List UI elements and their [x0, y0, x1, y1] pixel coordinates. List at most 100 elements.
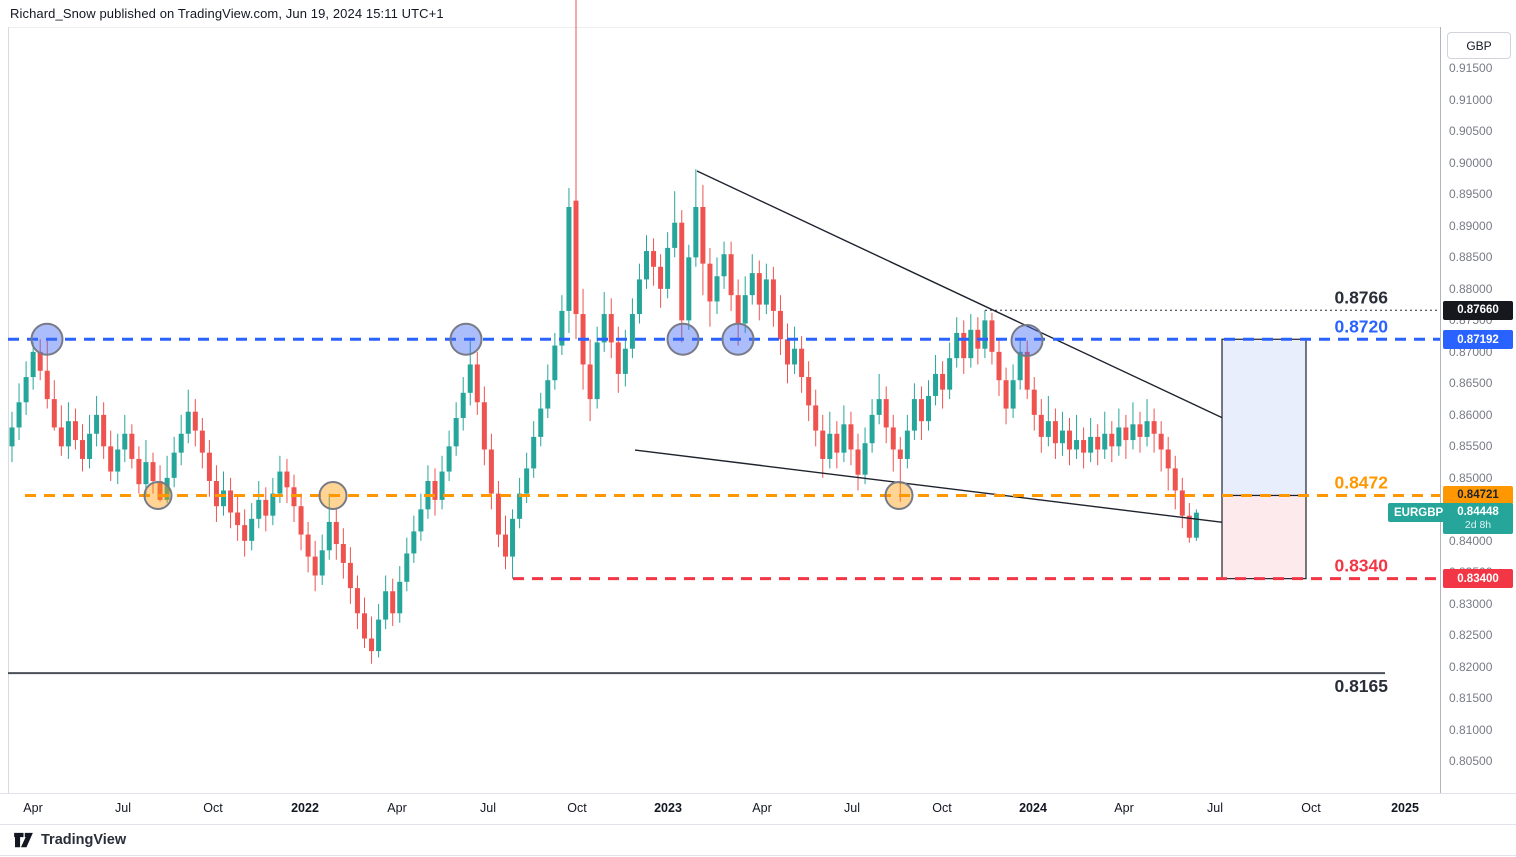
candle-body: [524, 468, 530, 494]
price-tick-label: 0.86500: [1449, 376, 1493, 391]
projection-zone[interactable]: [1221, 494, 1307, 580]
candlestick-series: [9, 0, 1199, 664]
candle-body: [848, 424, 854, 450]
candle-body: [333, 521, 339, 545]
candle-body: [1024, 351, 1030, 390]
candle-body: [305, 534, 311, 557]
price-tick-label: 0.82500: [1449, 628, 1493, 643]
candle-body: [94, 414, 100, 434]
candle-body: [841, 424, 847, 453]
candle-body: [806, 377, 812, 406]
projection-zone[interactable]: [1221, 338, 1307, 497]
candle-body: [686, 257, 692, 321]
candle-body: [256, 499, 262, 519]
candle-body: [347, 562, 353, 589]
time-axis-label: Jul: [480, 801, 496, 815]
event-marker-circle[interactable]: [884, 480, 914, 510]
event-marker-circle[interactable]: [721, 322, 755, 356]
candle-body: [1052, 421, 1058, 444]
candle-body: [453, 418, 459, 447]
tradingview-brand-link[interactable]: TradingView: [41, 832, 127, 848]
candle-body: [855, 449, 861, 475]
candle-body: [446, 446, 452, 472]
candle-body: [9, 427, 15, 447]
candle-body: [263, 499, 269, 516]
candle-body: [213, 481, 219, 507]
candle-body: [185, 411, 191, 434]
candle-body: [636, 279, 642, 315]
candle-body: [954, 332, 960, 359]
candle-body: [37, 351, 43, 371]
candle-body: [376, 619, 382, 652]
price-level-label: 0.8472: [1334, 472, 1388, 492]
candle-body: [644, 251, 649, 280]
candle-body: [16, 402, 22, 428]
candle-body: [1158, 433, 1164, 450]
candle-body: [354, 588, 360, 614]
currency-toggle-button[interactable]: GBP: [1447, 32, 1511, 59]
event-marker-circle[interactable]: [30, 322, 64, 356]
event-marker-circle[interactable]: [318, 480, 348, 510]
candle-body: [1010, 380, 1016, 409]
time-axis-label: 2023: [654, 801, 682, 815]
footer-bar: TradingView: [0, 824, 1516, 856]
candle-body: [150, 462, 156, 482]
time-axis-label: Apr: [1114, 801, 1134, 815]
event-marker-circle[interactable]: [1010, 324, 1044, 358]
candle-body: [982, 320, 988, 349]
candle-body: [199, 430, 205, 453]
candle-body: [813, 405, 819, 431]
time-axis-label: Jul: [1207, 801, 1223, 815]
candle-body: [1003, 380, 1009, 409]
candle-body: [1102, 433, 1108, 450]
time-axis-label: Oct: [932, 801, 952, 815]
price-tick-label: 0.88500: [1449, 250, 1493, 265]
candle-body: [1186, 515, 1192, 538]
candle-body: [249, 518, 255, 541]
price-tick-label: 0.86000: [1449, 407, 1493, 422]
candle-body: [397, 581, 403, 614]
candle-body: [432, 481, 438, 500]
candle-body: [270, 493, 276, 516]
price-level-label: 0.8766: [1334, 287, 1388, 307]
candle-body: [1130, 424, 1136, 441]
candle-body: [369, 638, 375, 652]
candle-body: [242, 525, 248, 541]
event-marker-circle[interactable]: [666, 322, 700, 356]
price-tick-label: 0.89000: [1449, 218, 1493, 233]
candle-body: [115, 449, 121, 472]
pane-top-border: [8, 27, 1516, 28]
candle-body: [679, 222, 685, 321]
candle-body: [615, 342, 621, 374]
event-marker-circle[interactable]: [449, 322, 483, 356]
candle-body: [58, 427, 64, 447]
candle-body: [933, 373, 939, 396]
candle-body: [1109, 433, 1115, 447]
candle-body: [418, 509, 424, 532]
price-level-badge: 0.83400: [1443, 569, 1513, 589]
price-axis[interactable]: GBP 0.91500 0.91000 0.90500 0.90000 0.89500 0…: [1441, 27, 1516, 793]
price-level-badge: 0.87192: [1443, 330, 1513, 350]
candle-body: [756, 273, 762, 305]
tradingview-logo-icon[interactable]: [13, 832, 34, 849]
currency-toggle-label: GBP: [1466, 38, 1492, 53]
candle-body: [904, 430, 910, 459]
candle-body: [1081, 440, 1087, 453]
candle-body: [777, 310, 783, 340]
candle-body: [552, 345, 558, 381]
price-chart-pane[interactable]: 0.8766 0.8720 0.8472 0.8340 0.8165: [0, 0, 1440, 793]
candle-body: [206, 452, 212, 482]
candle-body: [467, 364, 473, 393]
candle-body: [277, 471, 283, 494]
candle-body: [566, 206, 572, 311]
time-axis-label: 2025: [1391, 801, 1419, 815]
price-tick-label: 0.80500: [1449, 754, 1493, 769]
candle-body: [157, 481, 163, 500]
price-tick-label: 0.90500: [1449, 124, 1493, 139]
descending-trendline[interactable]: [634, 449, 1245, 526]
candle-body: [672, 222, 678, 248]
event-marker-circle[interactable]: [143, 480, 173, 510]
descending-trendline[interactable]: [696, 170, 1245, 429]
time-axis[interactable]: Apr Jul Oct 2022 Apr Jul Oct 2023 Apr Jul Oct 2024 A…: [0, 793, 1516, 825]
candle-body: [143, 462, 149, 485]
